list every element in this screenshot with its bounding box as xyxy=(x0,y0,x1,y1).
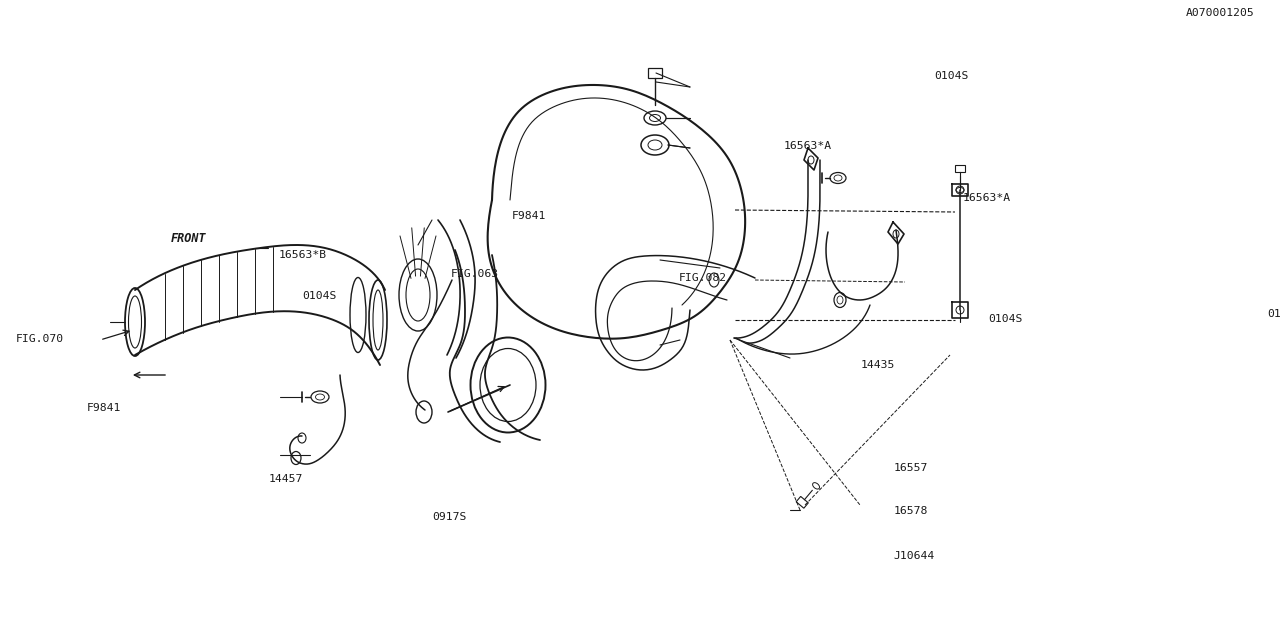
Bar xyxy=(648,68,662,78)
Text: FIG.070: FIG.070 xyxy=(15,334,64,344)
Text: 16578: 16578 xyxy=(893,506,928,516)
Text: 0104S: 0104S xyxy=(1267,308,1280,319)
Text: 0104S: 0104S xyxy=(302,291,337,301)
Text: F9841: F9841 xyxy=(512,211,547,221)
Text: 16563*B: 16563*B xyxy=(279,250,328,260)
Text: FRONT: FRONT xyxy=(170,232,206,244)
Text: 0104S: 0104S xyxy=(934,70,969,81)
Text: FIG.063: FIG.063 xyxy=(451,269,499,279)
Text: 16563*A: 16563*A xyxy=(783,141,832,151)
Text: J10644: J10644 xyxy=(893,550,934,561)
Text: 14435: 14435 xyxy=(860,360,895,370)
Text: A070001205: A070001205 xyxy=(1185,8,1254,18)
Text: 0917S: 0917S xyxy=(433,512,467,522)
Text: 0104S: 0104S xyxy=(988,314,1023,324)
Text: 14457: 14457 xyxy=(269,474,303,484)
Text: 16557: 16557 xyxy=(893,463,928,474)
Text: F9841: F9841 xyxy=(87,403,122,413)
Text: 16563*A: 16563*A xyxy=(963,193,1011,204)
Text: FIG.082: FIG.082 xyxy=(678,273,727,284)
